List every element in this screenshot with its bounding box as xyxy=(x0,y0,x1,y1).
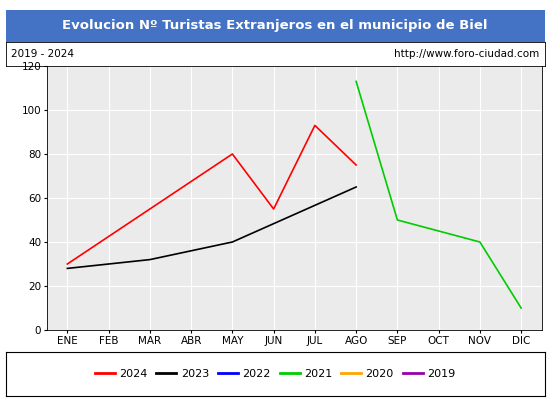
Text: 2019 - 2024: 2019 - 2024 xyxy=(11,49,74,59)
2024 xyxy=(311,123,318,128)
2023 xyxy=(64,266,70,271)
2024 xyxy=(64,262,70,266)
2021 xyxy=(436,229,442,234)
2023 xyxy=(146,257,153,262)
Line: 2024: 2024 xyxy=(67,125,356,264)
2024 xyxy=(353,162,360,167)
Line: 2023: 2023 xyxy=(67,187,356,268)
2021 xyxy=(476,240,483,244)
2023 xyxy=(353,185,360,190)
Text: Evolucion Nº Turistas Extranjeros en el municipio de Biel: Evolucion Nº Turistas Extranjeros en el … xyxy=(62,20,488,32)
2023 xyxy=(229,240,235,244)
Legend: 2024, 2023, 2022, 2021, 2020, 2019: 2024, 2023, 2022, 2021, 2020, 2019 xyxy=(90,364,460,384)
2021 xyxy=(353,79,360,84)
2021 xyxy=(518,306,525,310)
2024 xyxy=(229,152,235,156)
2021 xyxy=(394,218,400,222)
Line: 2021: 2021 xyxy=(356,81,521,308)
2024 xyxy=(271,206,277,211)
Text: http://www.foro-ciudad.com: http://www.foro-ciudad.com xyxy=(394,49,539,59)
